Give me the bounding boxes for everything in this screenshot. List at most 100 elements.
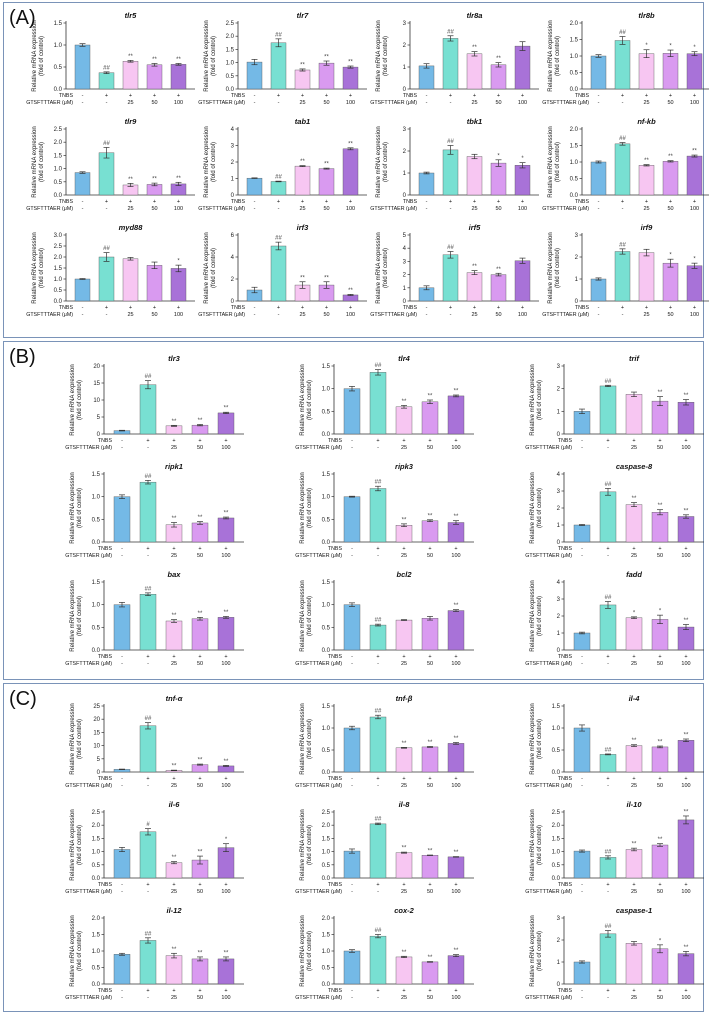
dose-row-label: GTSFTTTAER (μM) [525,889,572,895]
significance-mark: ## [605,482,612,488]
tnbs-value: + [146,882,149,888]
dose-value: 50 [427,783,433,789]
y-axis-label: Relative mRNA expression [376,20,382,91]
tnbs-value: + [658,882,661,888]
bar [447,955,465,985]
dose-value: 25 [127,312,133,318]
dose-value: - [450,312,452,318]
bar [490,162,507,196]
y-tick-label: 6 [231,233,235,239]
y-tick-label: 3 [403,259,407,265]
y-axis-label-unit: (fold of control) [77,931,83,971]
dose-value: 25 [631,661,637,667]
y-tick-label: 4 [557,580,561,586]
y-tick-label: 3 [231,144,235,150]
bar [447,856,465,879]
chart-title: tnf-β [396,694,413,703]
dose-value: - [254,100,256,106]
tnbs-value: + [376,438,379,444]
bar [270,181,287,196]
significance-mark: ** [684,809,689,815]
dose-value: 50 [667,312,673,318]
dose-value: - [607,553,609,559]
dose-value: - [121,995,123,1001]
bar [395,525,413,543]
significance-mark: ** [684,508,689,514]
chart-title: bcl2 [396,570,412,579]
y-tick-label: 0 [403,299,407,305]
dose-value: 25 [401,995,407,1001]
significance-mark: ** [454,850,459,856]
dose-value: - [351,661,353,667]
y-axis-label-unit: (fold of control) [383,142,389,182]
y-tick-label: 0.0 [552,876,561,882]
dose-row-label: GTSFTTTAER (μM) [542,206,589,212]
tnbs-value: + [428,438,431,444]
tnbs-value: + [669,93,672,99]
tnbs-value: + [146,654,149,660]
bar [369,488,387,543]
significance-mark: ** [300,159,305,165]
significance-mark: ** [300,275,305,281]
dose-value: - [426,312,428,318]
tnbs-value: + [146,776,149,782]
tnbs-value: + [198,776,201,782]
tnbs-value: + [658,776,661,782]
significance-mark: * [659,938,662,944]
y-tick-label: 10 [93,744,100,750]
dose-row-label: GTSFTTTAER (μM) [295,995,342,1001]
dose-value: - [607,445,609,451]
significance-mark: ** [684,945,689,951]
bar [466,53,483,90]
tnbs-value: + [198,988,201,994]
dose-value: - [82,312,84,318]
bar [369,716,387,773]
dose-value: - [121,661,123,667]
dose-row-label: GTSFTTTAER (μM) [198,312,245,318]
y-tick-label: 3 [557,916,561,922]
chart-irf5: irf5 Relative mRNA expression (fold of con… [370,223,539,318]
dose-row-label: GTSFTTTAER (μM) [295,445,342,451]
y-tick-label: 1 [575,277,579,283]
significance-mark: ## [145,586,152,592]
y-tick-label: 0.0 [570,87,579,93]
tnbs-value: + [521,199,524,205]
dose-value: - [377,995,379,1001]
dose-value: 25 [401,445,407,451]
tnbs-value: + [449,305,452,311]
y-axis-label: Relative mRNA expression [530,809,536,880]
y-tick-label: 1.5 [54,21,63,27]
tnbs-value: - [581,988,583,994]
y-tick-label: 1.5 [92,472,101,478]
significance-mark: * [521,156,524,162]
bar [139,725,157,773]
bar [573,632,591,651]
significance-mark: ** [632,738,637,744]
significance-mark: ## [375,709,382,715]
dose-value: 50 [427,553,433,559]
significance-mark: ** [428,394,433,400]
dose-row-label: GTSFTTTAER (μM) [65,783,112,789]
tnbs-value: + [454,988,457,994]
y-axis-label-unit: (fold of control) [307,931,313,971]
tnbs-value: + [645,199,648,205]
dose-row-label: GTSFTTTAER (μM) [370,312,417,318]
y-tick-label: 1.0 [92,949,101,955]
y-tick-label: 2.5 [322,810,331,816]
dose-value: 50 [197,445,203,451]
tnbs-row-label: TNBS [328,776,343,782]
y-tick-label: 2.0 [226,34,235,40]
significance-mark: ** [348,60,353,66]
tnbs-value: + [172,546,175,552]
significance-mark: ** [324,275,329,281]
dose-value: 100 [690,100,699,106]
significance-mark: ** [428,740,433,746]
bar [677,516,695,543]
dose-value: 100 [518,100,527,106]
bar [651,400,669,435]
dose-row-label: GTSFTTTAER (μM) [65,553,112,559]
tnbs-value: + [301,199,304,205]
bar [369,372,387,435]
y-tick-label: 0 [97,432,101,438]
tnbs-value: + [349,199,352,205]
